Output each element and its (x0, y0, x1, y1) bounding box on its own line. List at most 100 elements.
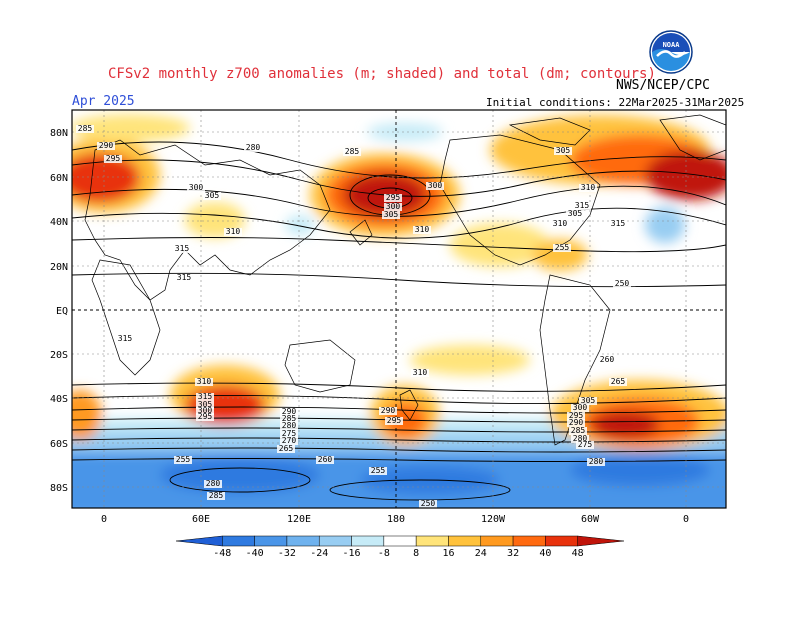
legend-tick: -32 (278, 548, 296, 559)
contour-label: 310 (224, 227, 242, 236)
agency-label: NWS/NCEP/CPC (616, 78, 710, 93)
contour-label: 310 (579, 183, 597, 192)
logo-text: NOAA (663, 41, 681, 49)
legend-swatch (175, 535, 223, 547)
svg-text:295: 295 (569, 411, 584, 420)
legend-tick: -24 (310, 548, 328, 559)
svg-text:290: 290 (569, 418, 584, 427)
contour-label: 285 (569, 426, 587, 435)
svg-text:260: 260 (600, 355, 615, 364)
contour-label: 305 (579, 396, 597, 405)
legend-swatch (480, 535, 514, 547)
lat-label: 60S (50, 439, 68, 450)
contour-label: 265 (609, 377, 627, 386)
color-legend (175, 535, 625, 547)
legend-tick: -40 (246, 548, 264, 559)
legend-tick: 8 (413, 548, 419, 559)
contour-label: 285 (343, 147, 361, 156)
svg-text:285: 285 (209, 491, 224, 500)
svg-text:310: 310 (415, 225, 430, 234)
svg-text:310: 310 (581, 183, 596, 192)
svg-text:310: 310 (553, 219, 568, 228)
svg-text:315: 315 (175, 244, 190, 253)
svg-text:265: 265 (279, 444, 294, 453)
svg-text:295: 295 (198, 412, 213, 421)
lat-label: 60N (50, 173, 68, 184)
legend-tick: 24 (475, 548, 487, 559)
svg-text:260: 260 (318, 455, 333, 464)
svg-text:275: 275 (282, 429, 297, 438)
lon-label: 60W (581, 514, 600, 525)
svg-text:310: 310 (226, 227, 241, 236)
legend-swatch (351, 535, 385, 547)
contour-label: 295 (385, 416, 403, 425)
contour-label: 285 (207, 491, 225, 500)
svg-text:300: 300 (428, 181, 443, 190)
map-background (72, 110, 726, 508)
svg-text:310: 310 (197, 377, 212, 386)
svg-text:295: 295 (386, 193, 401, 202)
contour-label: 310 (195, 377, 213, 386)
legend-swatch (512, 535, 546, 547)
svg-text:265: 265 (611, 377, 626, 386)
legend-tick: -8 (378, 548, 390, 559)
contour-label: 300 (571, 403, 589, 412)
contour-label: 315 (196, 392, 214, 401)
contour-label: 305 (203, 191, 221, 200)
contour-label: 290 (280, 407, 298, 416)
svg-text:255: 255 (176, 455, 191, 464)
svg-text:295: 295 (106, 154, 121, 163)
contour-label: 250 (613, 279, 631, 288)
contour-label: 280 (204, 479, 222, 488)
legend-swatch (577, 535, 625, 547)
map-frame (71, 109, 727, 509)
lon-label: 60E (192, 514, 210, 525)
lat-label: 40N (50, 217, 68, 228)
legend-swatch (383, 535, 417, 547)
noaa-logo: NOAA (649, 30, 693, 74)
contour-label: 285 (76, 124, 94, 133)
contour-label: 310 (411, 368, 429, 377)
contour-label: 280 (587, 457, 605, 466)
contour-label: 310 (413, 225, 431, 234)
lon-label: 0 (683, 514, 689, 525)
svg-text:290: 290 (282, 407, 297, 416)
initial-conditions: Initial conditions: 22Mar2025-31Mar2025 (486, 96, 745, 109)
svg-text:315: 315 (198, 392, 213, 401)
contour-label: 310 (551, 219, 569, 228)
contour-label: 295 (567, 411, 585, 420)
longitude-labels: 0 60E 120E 180 120W 60W 0 (101, 514, 689, 525)
contour-label: 260 (598, 355, 616, 364)
latitude-labels: 80N 60N 40N 20N EQ 20S 40S 60S 80S (50, 128, 68, 494)
chart-title: CFSv2 monthly z700 anomalies (m; shaded)… (108, 66, 656, 82)
svg-text:305: 305 (198, 400, 213, 409)
legend-swatch (286, 535, 320, 547)
contour-label: 265 (277, 444, 295, 453)
contour-label: 305 (554, 146, 572, 155)
legend-tick: 16 (442, 548, 454, 559)
svg-text:300: 300 (573, 403, 588, 412)
legend-tick-labels: -48 -40 -32 -24 -16 -8 8 16 24 32 40 48 (213, 548, 583, 559)
contour-label: 315 (573, 201, 591, 210)
contour-label: 300 (187, 183, 205, 192)
contour-label: 295 (384, 193, 402, 202)
legend-tick: -48 (213, 548, 231, 559)
lon-label: 0 (101, 514, 107, 525)
graticule (72, 110, 726, 508)
svg-text:255: 255 (371, 466, 386, 475)
contour-label: 315 (116, 334, 134, 343)
svg-text:255: 255 (555, 243, 570, 252)
legend-tick: -16 (343, 548, 361, 559)
legend-swatch (415, 535, 449, 547)
svg-text:300: 300 (386, 202, 401, 211)
lat-label: 80N (50, 128, 68, 139)
svg-text:315: 315 (575, 201, 590, 210)
svg-text:315: 315 (611, 219, 626, 228)
svg-text:300: 300 (189, 183, 204, 192)
lat-label: 40S (50, 394, 68, 405)
svg-text:310: 310 (413, 368, 428, 377)
legend-tick: 32 (507, 548, 519, 559)
svg-text:305: 305 (568, 209, 583, 218)
contour-label: 300 (196, 406, 214, 415)
contour-label: 250 (419, 499, 437, 508)
